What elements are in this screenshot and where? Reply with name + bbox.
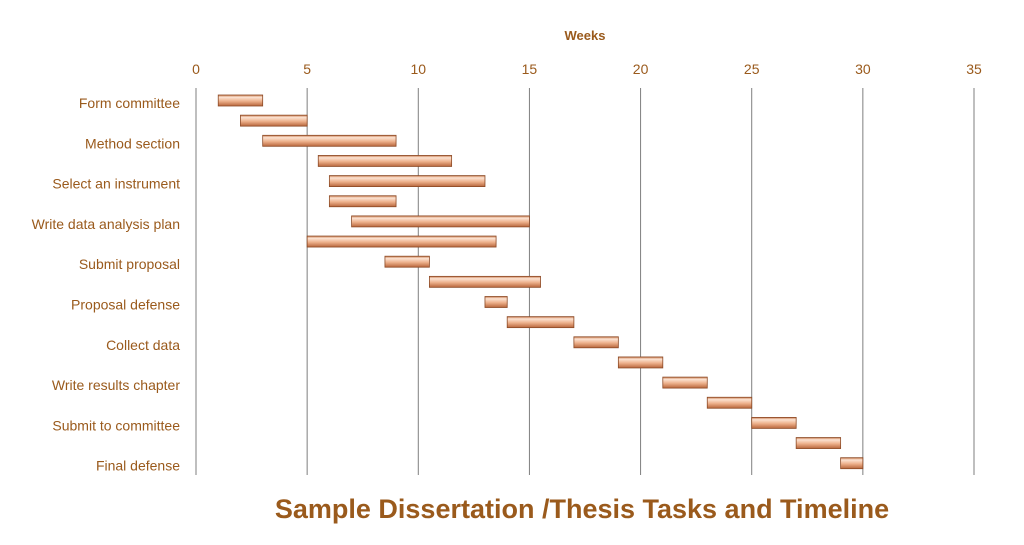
task-bar (751, 416, 797, 429)
task-bar (573, 336, 619, 349)
task-bar (317, 155, 453, 167)
x-tick-labels: 0 5 10 15 20 25 30 35 (192, 61, 982, 77)
x-tick-label: 0 (192, 61, 200, 77)
task-bar (328, 175, 486, 188)
x-tick-label: 30 (855, 61, 871, 77)
grid-lines (195, 88, 975, 475)
x-tick-label: 35 (966, 61, 982, 77)
category-label: Submit proposal (79, 256, 180, 272)
task-bar (706, 396, 753, 409)
task-bar (240, 114, 308, 127)
x-tick-label: 5 (303, 61, 311, 77)
category-label: Submit to committee (52, 417, 180, 433)
task-bar (428, 275, 541, 288)
task-bar (662, 376, 708, 389)
task-bar (351, 215, 530, 228)
category-label: Collect data (106, 337, 180, 353)
task-bar (217, 94, 264, 107)
task-bar (795, 437, 842, 449)
x-tick-label: 15 (522, 61, 538, 77)
category-label: Select an instrument (52, 176, 180, 192)
category-label: Form committee (79, 95, 180, 111)
task-bars (217, 94, 864, 470)
x-tick-label: 10 (410, 61, 426, 77)
task-bar (262, 134, 397, 147)
category-label: Final defense (96, 458, 180, 474)
category-label: Write results chapter (52, 377, 180, 393)
x-tick-label: 20 (633, 61, 649, 77)
task-bar (384, 255, 430, 268)
category-labels: Form committee Method section Select an in… (32, 95, 181, 474)
task-bar (328, 195, 397, 208)
category-label: Method section (85, 135, 180, 151)
category-label: Write data analysis plan (32, 216, 180, 232)
x-tick-label: 25 (744, 61, 760, 77)
task-bar (306, 235, 497, 248)
chart-title: Sample Dissertation /Thesis Tasks and Ti… (274, 494, 890, 524)
task-bar (506, 316, 575, 329)
task-bar (484, 296, 508, 308)
task-bar (840, 457, 864, 470)
x-axis-title: Weeks (565, 28, 606, 43)
task-bar (617, 356, 664, 369)
category-label: Proposal defense (71, 297, 180, 313)
